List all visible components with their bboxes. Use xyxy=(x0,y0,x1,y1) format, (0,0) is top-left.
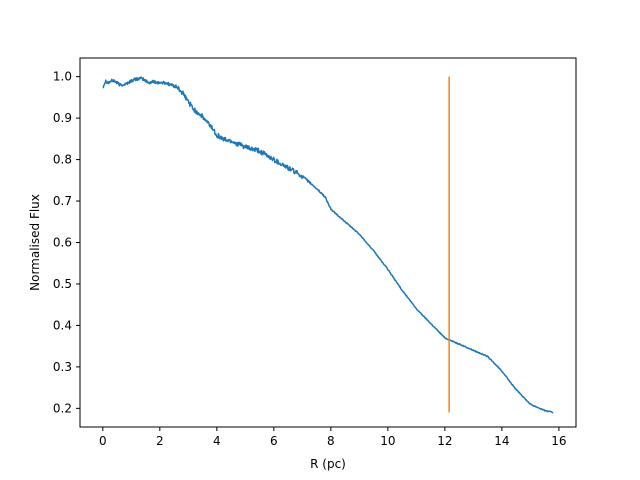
data-point xyxy=(544,410,545,411)
data-point xyxy=(553,412,554,413)
data-point xyxy=(516,389,517,390)
series-2 xyxy=(448,76,450,413)
data-point xyxy=(416,308,417,309)
x-tick-label: 2 xyxy=(156,434,164,448)
data-point xyxy=(182,93,183,94)
data-point xyxy=(105,80,106,81)
x-tick-label: 10 xyxy=(380,434,395,448)
y-tick-label: 1.0 xyxy=(53,70,72,84)
data-point xyxy=(211,126,212,127)
data-point xyxy=(473,350,474,351)
data-point xyxy=(302,176,303,177)
data-point xyxy=(273,159,274,160)
data-point xyxy=(199,113,200,114)
data-point xyxy=(287,167,288,168)
data-point xyxy=(216,134,217,135)
y-tick-label: 0.6 xyxy=(53,236,72,250)
data-point xyxy=(154,81,155,82)
data-point xyxy=(330,209,331,210)
data-point xyxy=(159,82,160,83)
data-point xyxy=(359,234,360,235)
data-point xyxy=(142,78,143,79)
plot-frame xyxy=(79,57,577,428)
data-point xyxy=(114,80,115,81)
data-point xyxy=(165,82,166,83)
x-tick-label: 4 xyxy=(213,434,221,448)
data-point xyxy=(102,86,103,87)
data-point xyxy=(444,337,445,338)
x-tick-label: 12 xyxy=(437,434,452,448)
data-point xyxy=(530,404,531,405)
series-line xyxy=(102,76,554,414)
data-point xyxy=(345,221,346,222)
data-point xyxy=(430,323,431,324)
data-point xyxy=(125,84,126,85)
data-point xyxy=(108,82,109,83)
data-point xyxy=(325,196,326,197)
data-point xyxy=(171,84,172,85)
y-tick-label: 0.3 xyxy=(53,360,72,374)
data-point xyxy=(205,120,206,121)
data-point xyxy=(402,290,403,291)
y-tick-label: 0.7 xyxy=(53,194,72,208)
y-tick-label: 0.8 xyxy=(53,153,72,167)
data-point xyxy=(259,151,260,152)
data-point xyxy=(176,86,177,87)
y-tick-label: 0.2 xyxy=(53,401,72,415)
y-tick-label: 0.5 xyxy=(53,277,72,291)
x-tick-label: 16 xyxy=(551,434,566,448)
data-point xyxy=(230,140,231,141)
data-point xyxy=(193,109,194,110)
x-tick-label: 6 xyxy=(270,434,278,448)
data-point xyxy=(131,80,132,81)
data-point xyxy=(136,78,137,79)
y-tick-label: 0.9 xyxy=(53,111,72,125)
x-tick-label: 0 xyxy=(99,434,107,448)
data-point xyxy=(111,80,112,81)
data-point xyxy=(222,138,223,139)
data-point xyxy=(449,412,450,413)
data-point xyxy=(387,269,388,270)
data-point xyxy=(459,343,460,344)
data-point xyxy=(188,101,189,102)
data-point xyxy=(148,82,149,83)
data-point xyxy=(116,82,117,83)
data-point xyxy=(119,84,120,85)
series-1 xyxy=(102,76,554,414)
data-point xyxy=(501,370,502,371)
data-point xyxy=(245,147,246,148)
series-layer xyxy=(102,76,554,414)
tick-layer: 0 2 4 6 8 10 12 14 16 0.2 0.3 0.4 0.5 0.6 0.7 0.8 0.9 1.0 xyxy=(53,70,567,448)
data-point xyxy=(316,188,317,189)
data-point xyxy=(449,76,450,77)
data-point xyxy=(487,356,488,357)
x-tick-label: 14 xyxy=(494,434,509,448)
y-tick-label: 0.4 xyxy=(53,318,72,332)
x-axis-label: R (pc) xyxy=(310,457,346,471)
data-point xyxy=(373,250,374,251)
y-axis-label: Normalised Flux xyxy=(28,194,42,291)
x-tick-label: 8 xyxy=(327,434,335,448)
